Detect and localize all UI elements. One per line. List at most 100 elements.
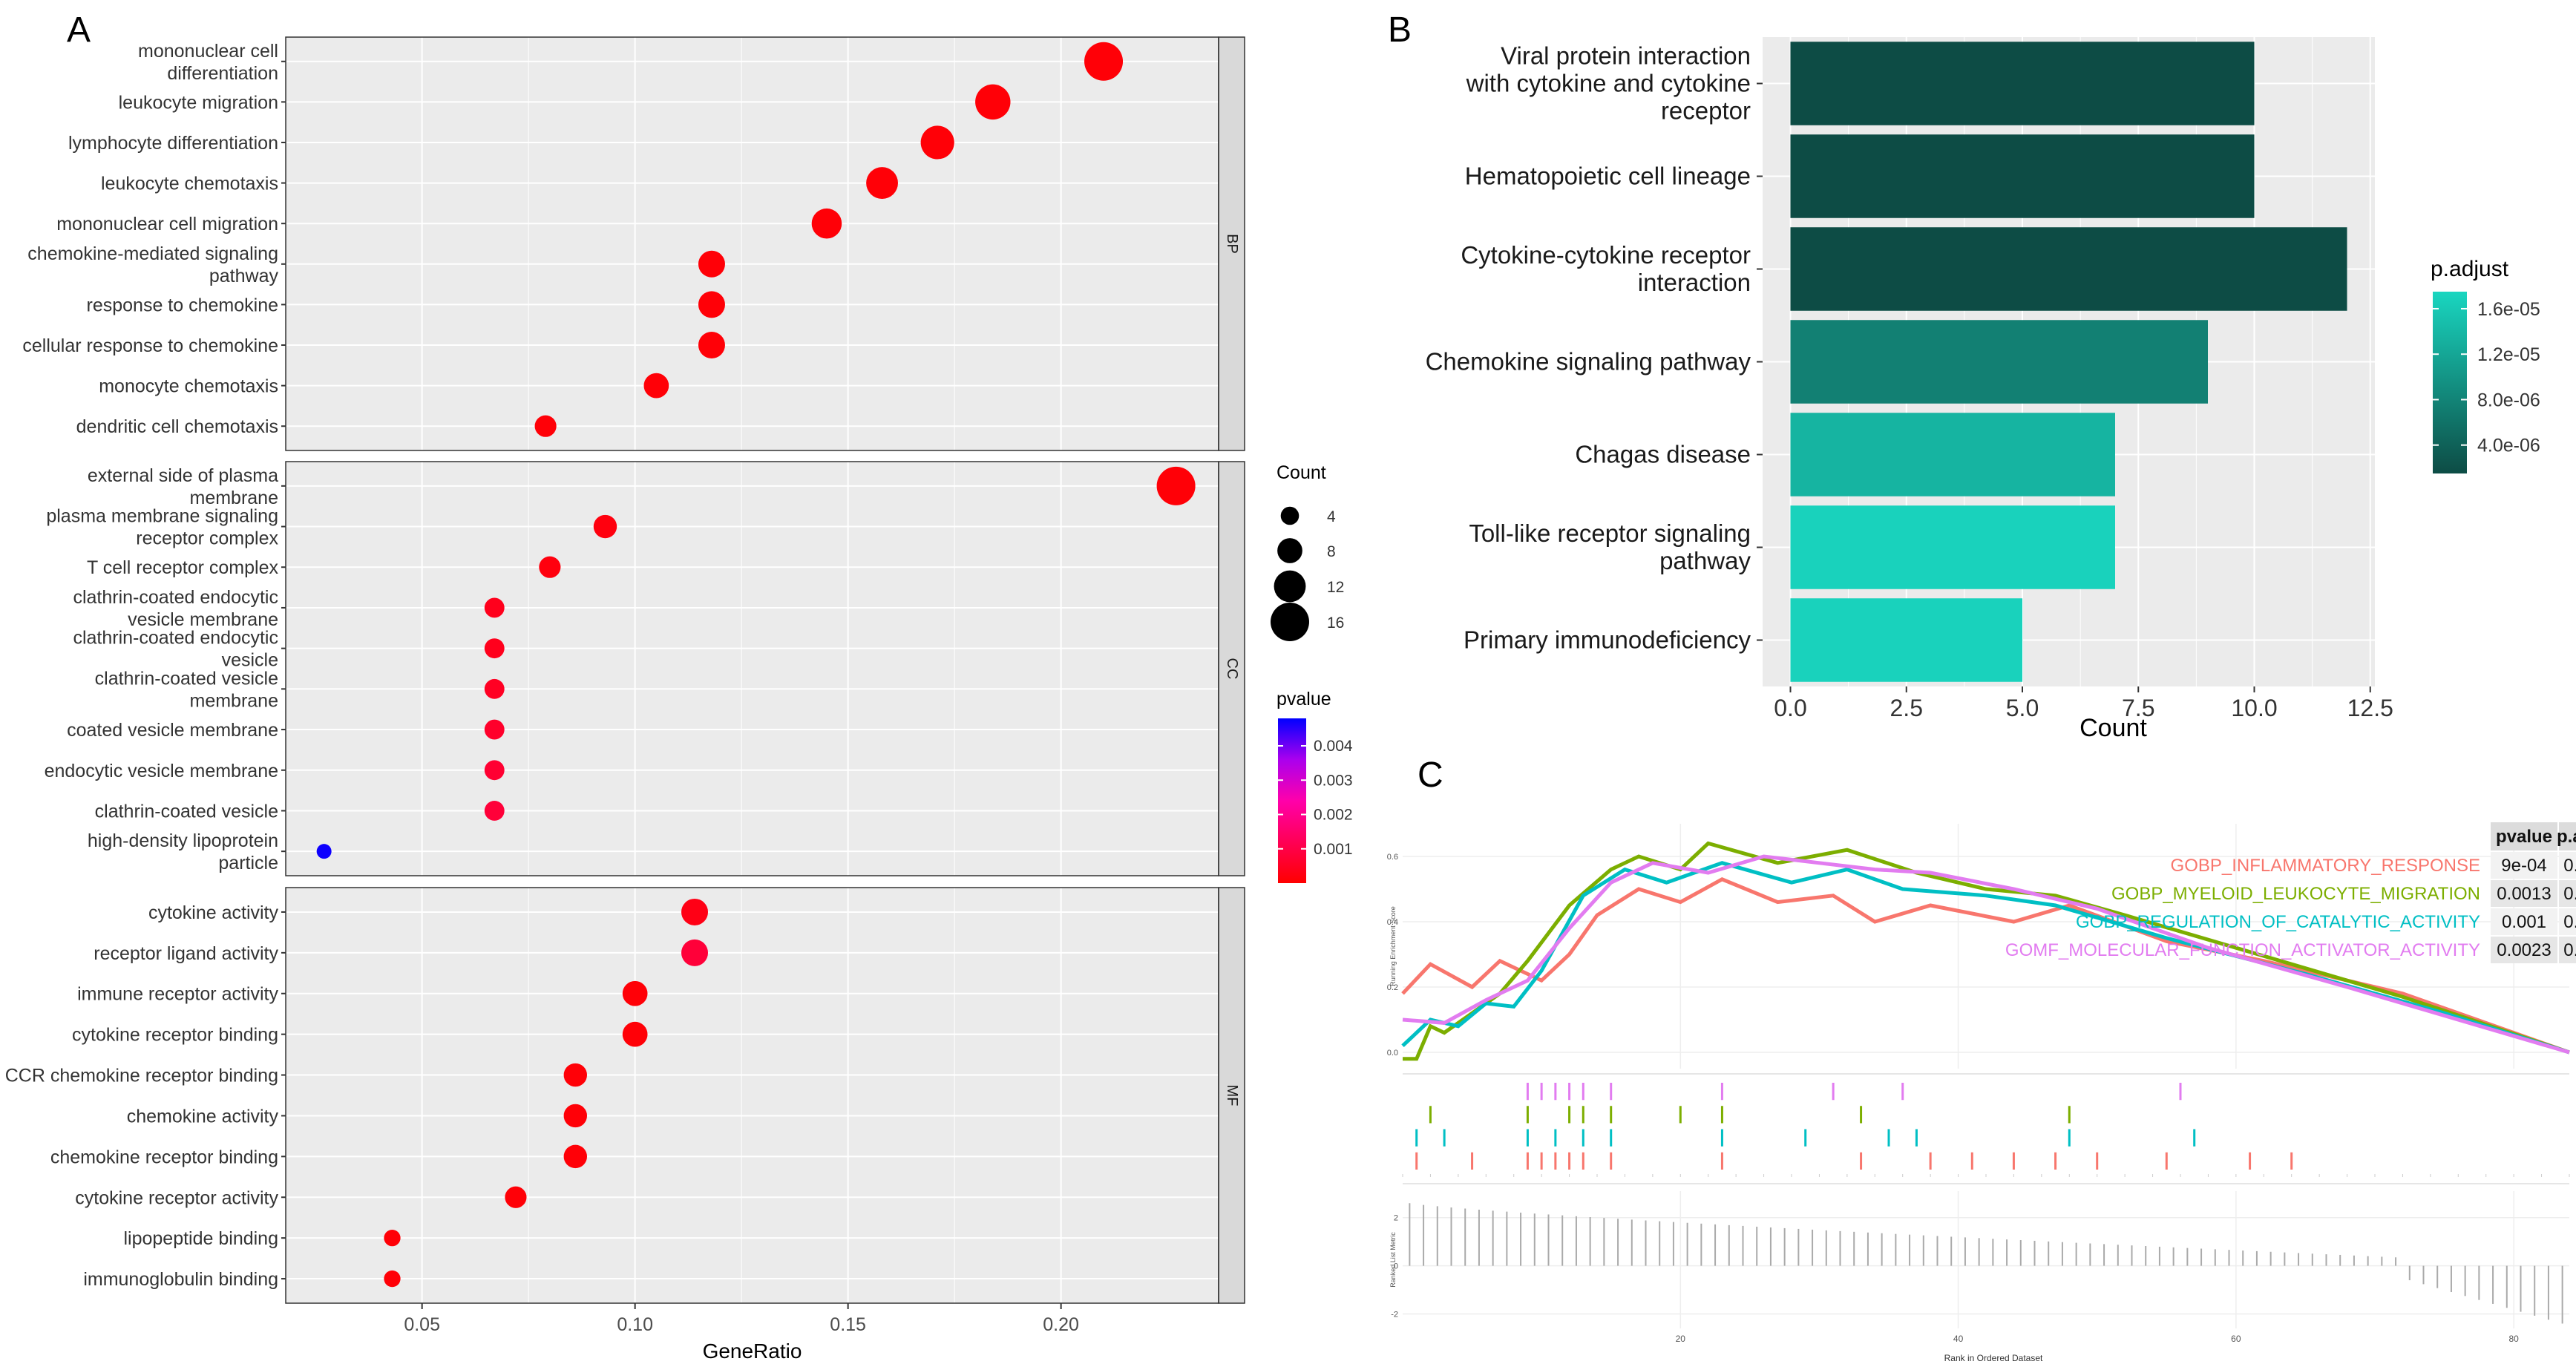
term-label-line: endocytic vesicle membrane: [45, 761, 278, 781]
es-tick-label: 0.2: [1387, 983, 1398, 992]
term-label-line: clathrin-coated vesicle: [95, 668, 278, 689]
dot-mf-2: [681, 939, 709, 966]
bar-7: [1790, 598, 2022, 682]
term-label-line: plasma membrane signaling: [46, 506, 278, 527]
dot-mf-1: [681, 898, 709, 925]
x-tick-label: 0.20: [1043, 1314, 1079, 1335]
size-legend-label: 8: [1327, 543, 1336, 560]
x-tick-label: 0.0: [1774, 695, 1806, 721]
es-line: [1401, 877, 2570, 1055]
category-label-line: Primary immunodeficiency: [1464, 626, 1751, 654]
term-label-line: vesicle: [222, 650, 278, 671]
es-line: [1401, 861, 2570, 1055]
table-pvalue: 0.0013: [2497, 884, 2551, 904]
term-label-line: cellular response to chemokine: [22, 335, 278, 356]
dot-bp-7: [698, 291, 725, 318]
term-label-line: cytokine receptor binding: [72, 1025, 278, 1046]
category-label-line: Hematopoietic cell lineage: [1465, 163, 1751, 190]
term-label-line: cytokine activity: [148, 902, 279, 923]
x-tick-label: 0.15: [830, 1314, 866, 1335]
dot-bp-1: [1084, 42, 1124, 81]
term-label: clathrin-coated endocytic vesicle membran…: [73, 587, 278, 630]
size-legend-dot: [1277, 538, 1302, 563]
term-label: cytokine receptor binding: [72, 1025, 278, 1046]
category-label-line: receptor: [1661, 97, 1751, 125]
dot-bp-6: [698, 250, 725, 278]
x-axis-title: Rank in Ordered Dataset: [1944, 1353, 2043, 1363]
table-header-cell: [2491, 822, 2557, 850]
term-label: clathrin-coated vesicle: [95, 801, 278, 822]
category-label-line: Viral protein interaction: [1501, 42, 1751, 70]
facet-strip-label: MF: [1224, 1085, 1240, 1107]
term-label: cytokine activity: [148, 902, 279, 923]
term-label: T cell receptor complex: [87, 557, 278, 578]
dot-cc-7: [484, 719, 505, 740]
category-label: Primary immunodeficiency: [1464, 626, 1751, 654]
category-label-line: Chagas disease: [1575, 441, 1751, 468]
term-label-line: lymphocyte differentiation: [68, 133, 278, 154]
facet-background: [286, 37, 1219, 450]
term-label: external side of plasma membrane: [88, 465, 278, 508]
dot-mf-3: [622, 980, 648, 1006]
table-cell: [2491, 852, 2557, 879]
bar-3: [1790, 227, 2347, 311]
category-label-line: pathway: [1659, 547, 1751, 574]
category-label-line: Chemokine signaling pathway: [1426, 348, 1751, 376]
dot-cc-2: [593, 514, 617, 539]
category-label-line: Toll-like receptor signaling: [1469, 519, 1751, 547]
legend-label: 8.0e-06: [2477, 390, 2540, 410]
legend-label: 1.2e-05: [2477, 344, 2540, 365]
facet-strip-label: CC: [1224, 658, 1240, 680]
term-label: coated vesicle membrane: [67, 720, 278, 741]
term-label: immunoglobulin binding: [83, 1269, 278, 1290]
dot-bp-3: [920, 125, 954, 160]
term-label: chemokine-mediated signaling pathway: [27, 243, 278, 286]
color-legend-label: 0.001: [1314, 841, 1353, 858]
category-label: Toll-like receptor signaling pathway: [1469, 519, 1751, 574]
term-label: dendritic cell chemotaxis: [76, 416, 278, 437]
table-pvalue: 0.0023: [2497, 940, 2551, 960]
legend-title: p.adjust: [2431, 257, 2509, 281]
dot-cc-3: [539, 556, 561, 578]
facet-border: [285, 461, 1219, 876]
term-label-line: leukocyte chemotaxis: [101, 174, 278, 194]
dot-bp-2: [975, 84, 1011, 120]
dot-cc-1: [1156, 466, 1196, 505]
category-label: Chagas disease: [1575, 441, 1751, 468]
table-pvalue: 0.001: [2502, 912, 2546, 932]
metric-tick-label: -2: [1391, 1311, 1398, 1320]
panel-b-letter: B: [1388, 10, 1412, 50]
dot-mf-4: [622, 1021, 648, 1047]
table-padjust: 0.0399: [2563, 884, 2576, 904]
x-tick-label: 40: [1953, 1334, 1964, 1344]
table-row-label: GOBP_INFLAMMATORY_RESPONSE: [2171, 856, 2480, 876]
term-label: leukocyte migration: [119, 92, 278, 113]
category-label-line: with cytokine and cytokine: [1466, 70, 1751, 97]
facet-background: [286, 462, 1219, 876]
x-tick-label: 80: [2508, 1334, 2519, 1344]
term-label-line: T cell receptor complex: [87, 557, 278, 578]
facet-strip: [1218, 461, 1245, 876]
facet-mf: cytokine activity receptor ligand activit…: [5, 887, 1245, 1304]
x-tick-label: 5.0: [2006, 695, 2039, 721]
x-tick-label: 0.05: [404, 1314, 440, 1335]
term-label-line: chemokine receptor binding: [50, 1147, 278, 1167]
term-label: immune receptor activity: [77, 984, 278, 1005]
term-label-line: immune receptor activity: [77, 984, 278, 1005]
term-label-line: pathway: [209, 266, 279, 286]
x-tick-label: 10.0: [2231, 695, 2277, 721]
metric-tick-label: 2: [1394, 1214, 1398, 1223]
table-pvalue: 9e-04: [2501, 856, 2546, 876]
term-label: response to chemokine: [87, 295, 278, 315]
x-tick-label: 0.10: [617, 1314, 653, 1335]
term-label: CCR chemokine receptor binding: [5, 1066, 278, 1086]
es-tick-label: 0.6: [1387, 853, 1398, 862]
term-label-line: mononuclear cell migration: [56, 214, 278, 235]
term-label: cytokine receptor activity: [75, 1187, 278, 1208]
table-header-cell: [2559, 822, 2576, 850]
term-label-line: lipopeptide binding: [123, 1228, 278, 1249]
dot-mf-8: [505, 1186, 527, 1208]
dot-cc-8: [484, 760, 505, 781]
